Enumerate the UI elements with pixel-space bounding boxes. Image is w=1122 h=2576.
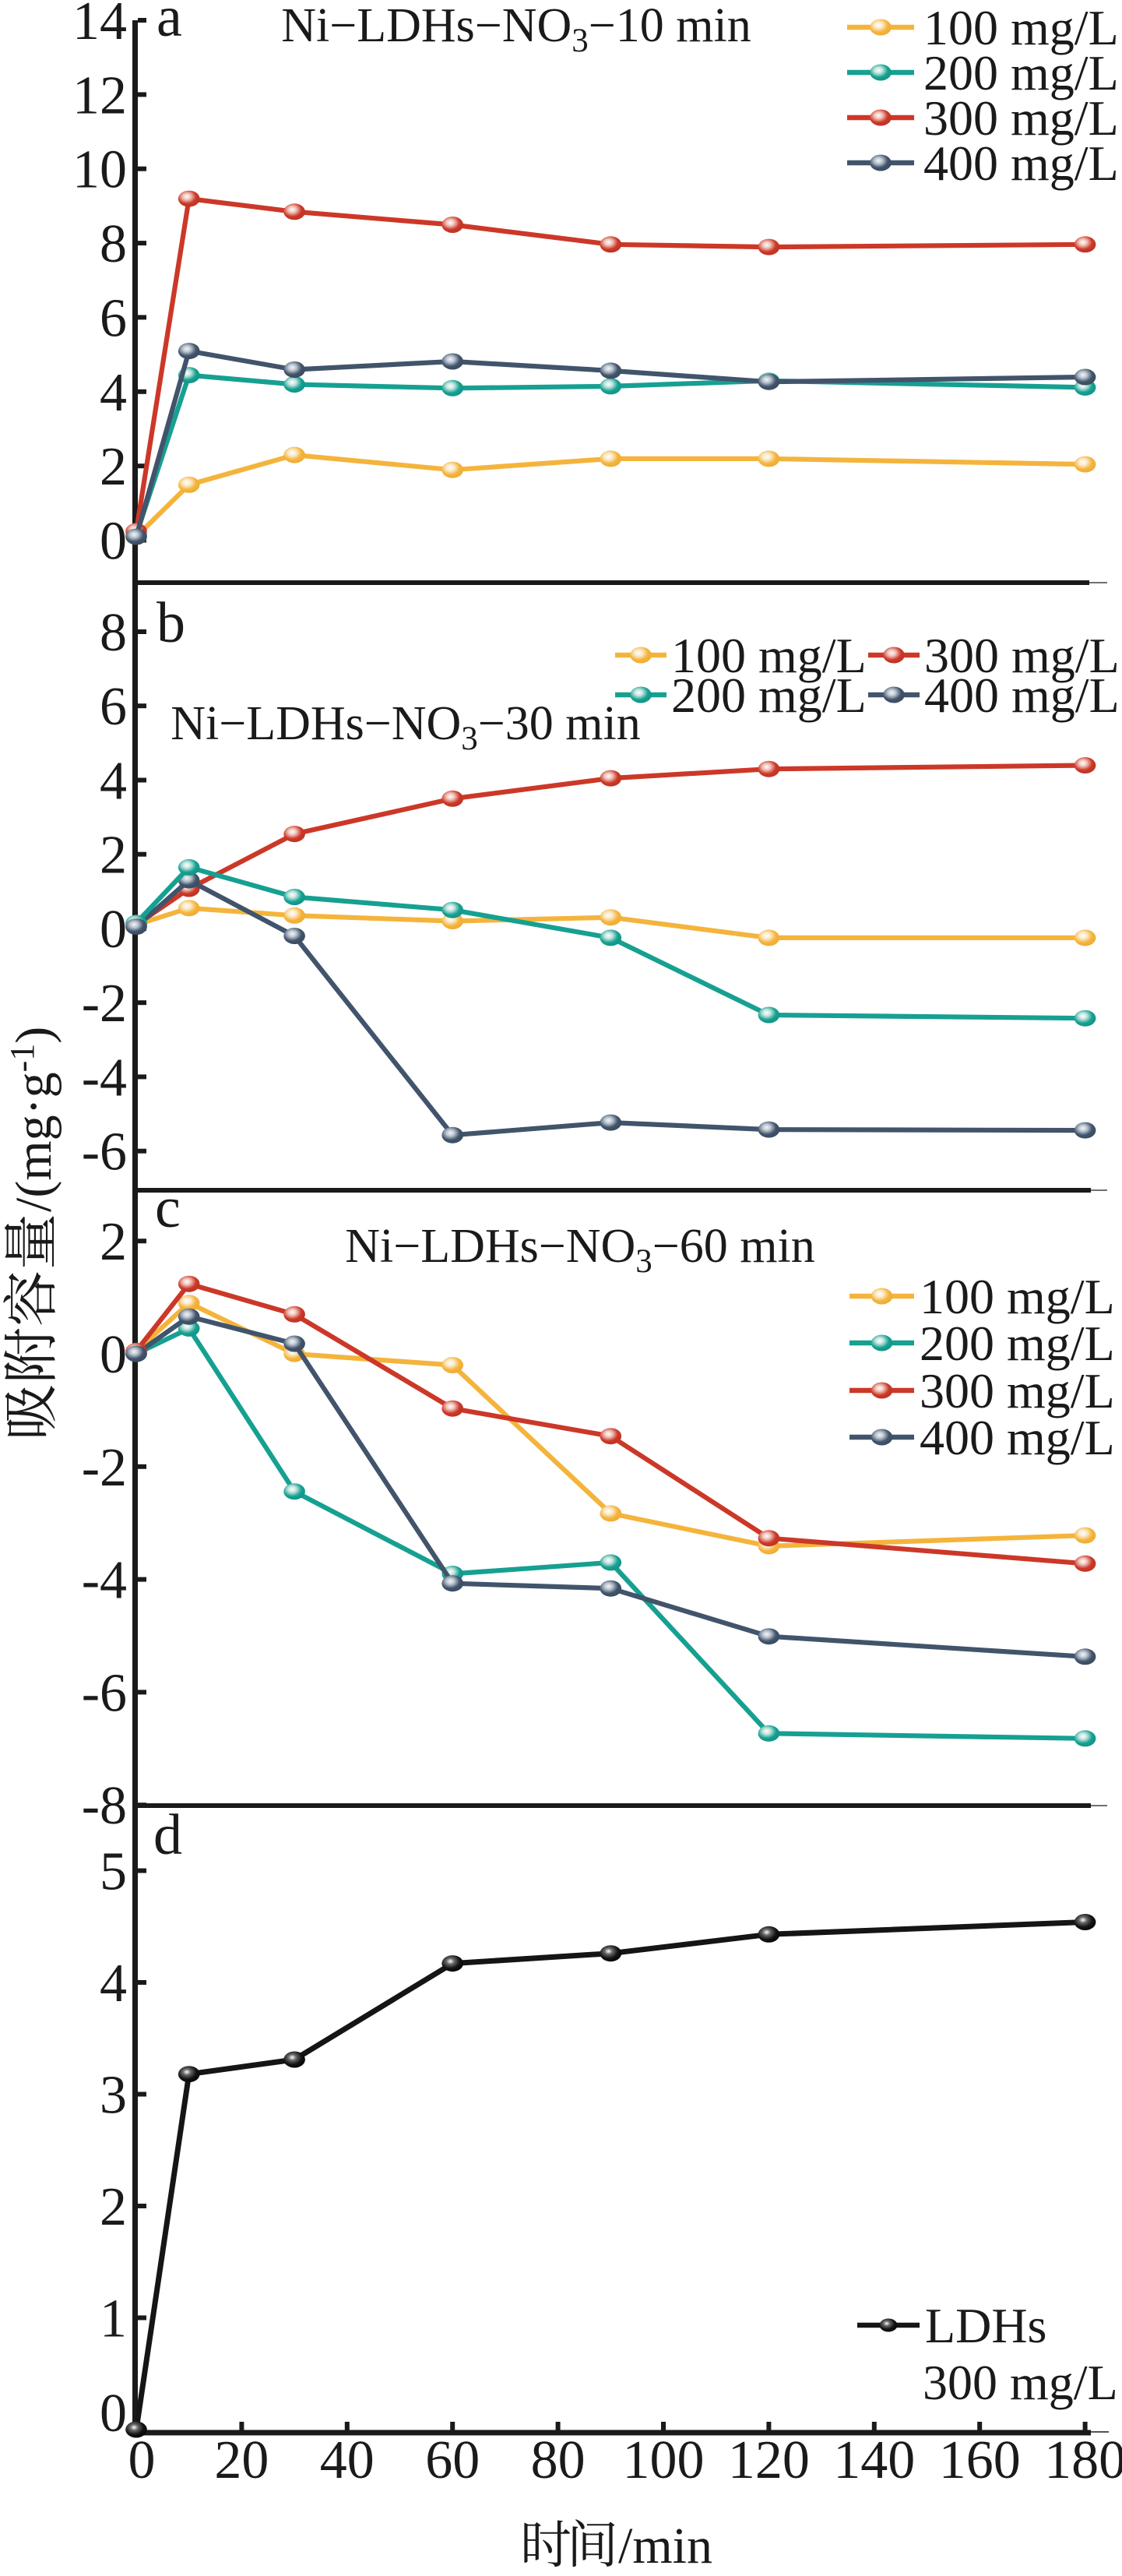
- svg-text:1: 1: [100, 2289, 127, 2349]
- svg-text:160: 160: [939, 2430, 1021, 2490]
- svg-text:3: 3: [100, 2066, 127, 2126]
- svg-text:100 mg/L: 100 mg/L: [923, 0, 1119, 55]
- svg-text:120: 120: [728, 2430, 810, 2490]
- svg-text:0: 0: [100, 1325, 127, 1385]
- svg-text:0: 0: [100, 2384, 127, 2444]
- svg-text:0: 0: [100, 512, 127, 572]
- svg-text:4: 4: [100, 363, 127, 423]
- svg-text:a: a: [157, 0, 182, 49]
- svg-text:400 mg/L: 400 mg/L: [924, 668, 1120, 723]
- svg-text:8: 8: [100, 603, 127, 663]
- svg-text:80: 80: [531, 2430, 586, 2490]
- svg-text:6: 6: [100, 677, 127, 737]
- svg-text:b: b: [157, 591, 185, 655]
- svg-text:2: 2: [100, 1212, 127, 1272]
- svg-text:300 mg/L: 300 mg/L: [923, 90, 1119, 146]
- svg-text:12: 12: [72, 65, 127, 125]
- svg-text:-4: -4: [82, 1048, 127, 1108]
- svg-text:200 mg/L: 200 mg/L: [920, 1316, 1115, 1371]
- svg-text:300 mg/L: 300 mg/L: [924, 628, 1120, 683]
- svg-text:40: 40: [320, 2430, 375, 2490]
- svg-text:14: 14: [72, 0, 127, 51]
- svg-text:100 mg/L: 100 mg/L: [671, 628, 867, 683]
- svg-text:400 mg/L: 400 mg/L: [920, 1410, 1115, 1465]
- svg-text:-4: -4: [82, 1551, 127, 1611]
- svg-text:0: 0: [128, 2430, 156, 2490]
- svg-text:-8: -8: [82, 1776, 127, 1836]
- svg-text:4: 4: [100, 752, 127, 812]
- svg-text:400 mg/L: 400 mg/L: [923, 136, 1119, 191]
- svg-text:200 mg/L: 200 mg/L: [671, 668, 867, 723]
- svg-text:140: 140: [833, 2430, 915, 2490]
- svg-text:c: c: [155, 1176, 181, 1240]
- svg-text:Ni−LDHs−NO3−60 min: Ni−LDHs−NO3−60 min: [345, 1220, 814, 1280]
- svg-text:-2: -2: [82, 974, 127, 1034]
- svg-text:5: 5: [100, 1842, 127, 1902]
- svg-text:2: 2: [100, 437, 127, 497]
- svg-text:d: d: [153, 1803, 182, 1867]
- svg-text:0: 0: [100, 900, 127, 960]
- svg-text:4: 4: [100, 1954, 127, 2014]
- svg-text:200 mg/L: 200 mg/L: [923, 45, 1119, 100]
- svg-text:300 mg/L: 300 mg/L: [920, 1363, 1115, 1418]
- svg-text:Ni−LDHs−NO3−10 min: Ni−LDHs−NO3−10 min: [281, 0, 751, 59]
- svg-text:180: 180: [1044, 2430, 1122, 2490]
- svg-text:60: 60: [425, 2430, 480, 2490]
- svg-text:Ni−LDHs−NO3−30 min: Ni−LDHs−NO3−30 min: [171, 697, 640, 757]
- svg-text:8: 8: [100, 214, 127, 274]
- svg-text:LDHs: LDHs: [925, 2298, 1046, 2353]
- svg-text:6: 6: [100, 288, 127, 348]
- svg-text:10: 10: [72, 140, 127, 200]
- svg-text:-6: -6: [82, 1122, 127, 1182]
- svg-text:-6: -6: [82, 1663, 127, 1723]
- svg-text:300 mg/L: 300 mg/L: [923, 2355, 1118, 2410]
- svg-text:100: 100: [623, 2430, 705, 2490]
- svg-text:2: 2: [100, 2177, 127, 2237]
- svg-text:/min: /min: [618, 2518, 712, 2574]
- svg-text:100 mg/L: 100 mg/L: [920, 1269, 1115, 1324]
- svg-text:2: 2: [100, 826, 127, 886]
- svg-text:20: 20: [214, 2430, 269, 2490]
- svg-text:-2: -2: [82, 1438, 127, 1498]
